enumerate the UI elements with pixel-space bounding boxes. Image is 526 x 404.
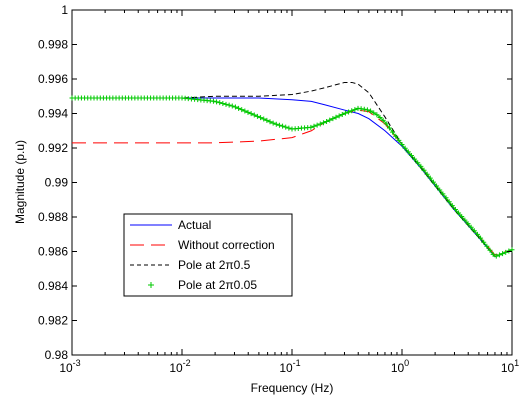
legend-label: Without correction — [178, 238, 275, 252]
plot-frame — [71, 9, 513, 356]
legend-label: Pole at 2π0.05 — [178, 278, 257, 292]
y-tick-label: 0.982 — [38, 314, 68, 328]
legend-box — [123, 213, 293, 297]
x-tick-label-exponent: 1 — [514, 358, 519, 368]
series-line — [72, 97, 513, 258]
legend-item: Without correction — [130, 238, 275, 252]
y-tick-label: 0.998 — [38, 38, 68, 52]
x-tick-label: 10-2 — [169, 358, 190, 375]
y-tick-label: 1 — [61, 3, 68, 17]
legend-item: Pole at 2π0.05 — [148, 278, 257, 292]
y-tick-label: 0.988 — [38, 210, 68, 224]
legend-marker — [148, 282, 154, 288]
x-tick-label-base: 10 — [501, 361, 515, 375]
x-tick-label-exponent: -3 — [73, 358, 81, 368]
y-tick-label: 0.996 — [38, 72, 68, 86]
x-axis-label: Frequency (Hz) — [251, 381, 334, 395]
x-tick-label: 101 — [501, 358, 519, 375]
ticks-layer: 0.98 0.982 0.984 0.986 0.988 0.99 0.992 0.994 0.… — [38, 3, 519, 375]
x-tick-label-base: 10 — [59, 361, 73, 375]
legend: Actual Without correction Pole at 2π0.5 Pol… — [123, 213, 293, 297]
y-tick-label: 0.994 — [38, 107, 68, 121]
legend-item: Pole at 2π0.5 — [130, 258, 251, 272]
x-tick-label-exponent: -2 — [183, 358, 191, 368]
x-tick-label-exponent: -1 — [293, 358, 301, 368]
y-tick-label: 0.986 — [38, 245, 68, 259]
x-tick-label-exponent: 0 — [404, 358, 409, 368]
y-axis-label: Magnitude (p.u) — [13, 140, 27, 224]
legend-items: Actual Without correction Pole at 2π0.5 Pol… — [130, 218, 275, 292]
series-line — [72, 97, 513, 258]
x-tick-label-base: 10 — [169, 361, 183, 375]
y-tick-label: 0.99 — [45, 176, 69, 190]
x-tick-label: 10-3 — [59, 358, 80, 375]
x-tick-label: 100 — [391, 358, 409, 375]
series-layer — [69, 81, 515, 259]
series-3 — [69, 95, 515, 259]
legend-label: Pole at 2π0.5 — [178, 258, 251, 272]
y-tick-label: 0.98 — [45, 348, 69, 362]
x-tick-label-base: 10 — [391, 361, 405, 375]
legend-item: Actual — [130, 218, 211, 232]
legend-label: Actual — [178, 218, 211, 232]
y-tick-label: 0.992 — [38, 141, 68, 155]
x-tick-label-base: 10 — [279, 361, 293, 375]
plot-area-group — [69, 9, 515, 356]
x-tick-label: 10-1 — [279, 358, 300, 375]
y-tick-label: 0.984 — [38, 279, 68, 293]
series-0 — [72, 97, 513, 258]
